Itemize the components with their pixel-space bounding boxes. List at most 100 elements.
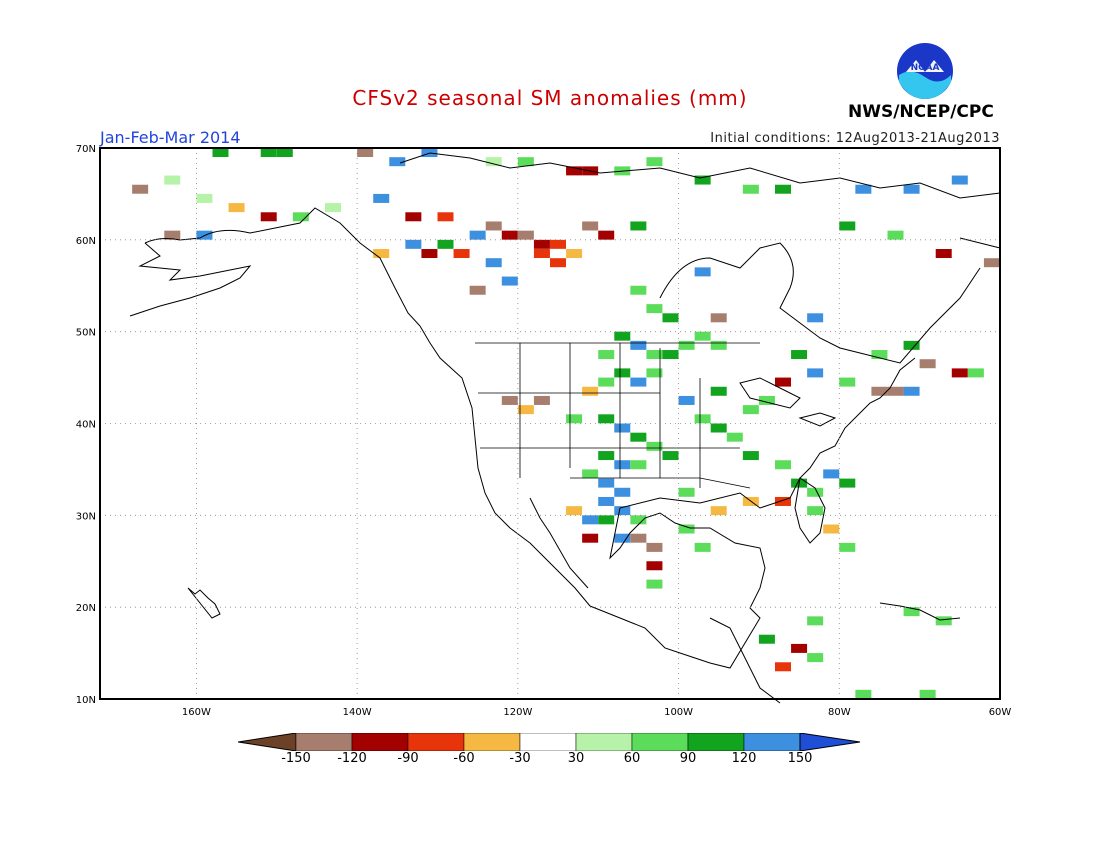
anomaly-cell (775, 184, 791, 194)
anomaly-cell (855, 184, 872, 194)
anomaly-cell (598, 515, 615, 525)
anomaly-cell (710, 506, 727, 516)
anomaly-cell (823, 469, 840, 479)
anomaly-cell (662, 350, 679, 360)
anomaly-cell (437, 212, 454, 222)
colorbar-segment (351, 733, 409, 751)
colorbar-segment (687, 733, 745, 751)
anomaly-cell (614, 506, 631, 516)
anomaly-cell (758, 395, 775, 405)
anomaly-cell (260, 148, 277, 157)
noaa-logo-icon: NOAA (897, 43, 953, 99)
anomaly-cell (598, 414, 615, 424)
anomaly-cell (421, 148, 438, 157)
anomaly-cell (646, 579, 663, 589)
lon-label: 100W (664, 707, 693, 718)
anomaly-cell (646, 350, 663, 360)
svg-text:NOAA: NOAA (911, 63, 940, 73)
anomaly-cell (871, 350, 888, 360)
anomaly-cell (373, 193, 390, 203)
anomaly-map: 70N 60N 50N 40N 30N 20N 10N 160W 140W 120W 100W 80… (76, 144, 1012, 718)
lat-labels: 70N 60N 50N 40N 30N 20N 10N (76, 144, 96, 706)
anomaly-cell (550, 258, 566, 268)
colorbar-label: -120 (337, 751, 367, 766)
lat-label: 60N (76, 236, 96, 247)
anomaly-cell (807, 616, 824, 626)
anomaly-cell (276, 148, 293, 157)
anomaly-cell (903, 607, 920, 617)
anomaly-cell (614, 423, 631, 433)
colorbar-label: 90 (679, 751, 697, 766)
anomaly-cell (742, 184, 759, 194)
anomaly-cell (935, 249, 952, 259)
anomaly-cell (630, 285, 647, 295)
anomaly-cell (357, 148, 374, 157)
anomaly-cell (678, 395, 695, 405)
lat-label: 30N (76, 511, 96, 522)
anomaly-cell (694, 331, 711, 341)
anomaly-cell (630, 340, 647, 350)
anomaly-cell (694, 414, 711, 424)
colorbar-label: -150 (281, 751, 311, 766)
anomaly-cell (566, 506, 583, 516)
anomaly-cell (614, 487, 631, 497)
anomaly-cell (453, 249, 470, 259)
anomaly-cell (582, 515, 599, 525)
colorbar-label: 30 (567, 751, 585, 766)
anomaly-cell (807, 506, 824, 516)
coastlines (129, 152, 1001, 704)
anomaly-cell (485, 221, 502, 231)
anomaly-cell (485, 157, 502, 167)
anomaly-cell (501, 230, 518, 240)
anomaly-cell (823, 524, 840, 534)
anomaly-cell (791, 643, 808, 653)
anomaly-cell (582, 469, 599, 479)
anomaly-cell (903, 340, 920, 350)
anomaly-cell (775, 496, 791, 506)
map-title: CFSv2 seasonal SM anomalies (mm) (352, 86, 748, 110)
anomaly-cell (630, 460, 647, 470)
anomaly-cell (598, 478, 615, 488)
anomaly-cell (951, 175, 968, 185)
lat-label: 50N (76, 328, 96, 339)
anomaly-cell (742, 451, 759, 461)
anomaly-cell (775, 460, 791, 470)
anomaly-cell (662, 313, 679, 323)
anomaly-cell (791, 350, 808, 360)
anomaly-cell (758, 634, 775, 644)
state-borders (475, 342, 760, 489)
colorbar (238, 733, 861, 751)
anomaly-cell (694, 175, 711, 185)
anomaly-cell (919, 689, 936, 699)
colorbar-low-arrow (238, 733, 297, 751)
anomaly-cell (373, 249, 390, 259)
colorbar-label: -90 (397, 751, 419, 766)
anomaly-cell (630, 432, 647, 442)
anomaly-cell (887, 230, 904, 240)
anomaly-cell (325, 203, 341, 213)
graticule (100, 148, 1000, 699)
anomaly-cell (469, 285, 486, 295)
anomaly-cell (598, 496, 615, 506)
anomaly-cell (678, 524, 695, 534)
anomaly-cell (775, 377, 791, 387)
colorbar-label: 60 (623, 751, 641, 766)
anomaly-cell (646, 368, 663, 378)
anomaly-cell (501, 395, 518, 405)
anomaly-cell (935, 616, 952, 626)
anomaly-cell (292, 212, 309, 222)
anomaly-cell (646, 441, 663, 451)
anomaly-cell (614, 533, 631, 543)
anomaly-cell (164, 230, 181, 240)
colorbar-label: 150 (787, 751, 813, 766)
anomaly-cell (694, 542, 711, 552)
anomaly-cells (132, 148, 1000, 699)
anomaly-cell (919, 359, 936, 369)
colorbar-label: -30 (509, 751, 531, 766)
lon-labels: 160W 140W 120W 100W 80W 60W (182, 707, 1011, 718)
lon-label: 80W (828, 707, 851, 718)
anomaly-cell (533, 395, 550, 405)
anomaly-cell (710, 386, 727, 396)
anomaly-cell (807, 313, 824, 323)
anomaly-cell (389, 157, 406, 167)
